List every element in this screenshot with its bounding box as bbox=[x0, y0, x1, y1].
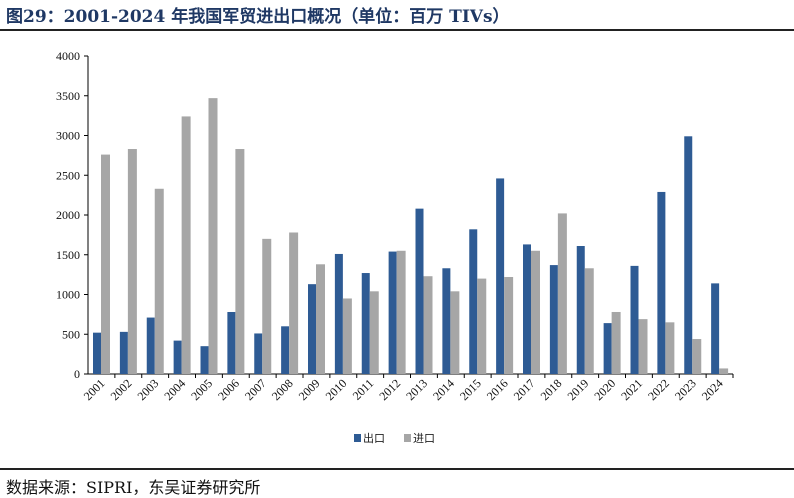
export-bar-2010 bbox=[334, 253, 343, 374]
x-tick-label: 2011 bbox=[350, 376, 377, 403]
import-bar-2020 bbox=[611, 311, 621, 374]
y-tick-label: 2000 bbox=[56, 208, 80, 222]
import-bar-2013 bbox=[423, 276, 433, 374]
import-bar-2019 bbox=[584, 268, 594, 374]
import-bar-2008 bbox=[289, 232, 299, 374]
source-divider bbox=[0, 468, 794, 470]
export-bar-2013 bbox=[415, 208, 424, 374]
y-tick-label: 4000 bbox=[56, 49, 80, 63]
import-bar-2018 bbox=[557, 213, 567, 374]
import-bar-2004 bbox=[181, 116, 191, 375]
import-bar-2021 bbox=[638, 319, 648, 374]
x-tick-label: 2003 bbox=[134, 376, 161, 403]
legend-swatch-import bbox=[404, 434, 411, 442]
x-tick-label: 2024 bbox=[699, 376, 726, 403]
export-bar-2012 bbox=[388, 251, 397, 374]
export-bar-2019 bbox=[576, 246, 585, 374]
y-tick-label: 500 bbox=[62, 327, 80, 341]
export-bar-2006 bbox=[227, 311, 236, 374]
export-bar-2004 bbox=[173, 340, 182, 374]
x-tick-label: 2012 bbox=[376, 376, 403, 403]
source-note: 数据来源：SIPRI，东吴证券研究所 bbox=[6, 478, 261, 497]
import-bar-2005 bbox=[208, 98, 218, 374]
import-bar-2015 bbox=[477, 278, 487, 374]
export-bar-2015 bbox=[469, 229, 478, 374]
export-bar-2020 bbox=[603, 323, 612, 374]
legend-label-import: 进口 bbox=[413, 432, 435, 445]
x-tick-label: 2004 bbox=[161, 376, 188, 403]
x-tick-label: 2022 bbox=[645, 376, 672, 403]
export-bar-2005 bbox=[200, 346, 209, 374]
x-tick-label: 2014 bbox=[430, 376, 457, 403]
import-bar-2017 bbox=[531, 250, 540, 374]
x-tick-label: 2008 bbox=[269, 376, 296, 403]
x-tick-label: 2021 bbox=[618, 376, 645, 403]
y-tick-label: 1500 bbox=[56, 248, 80, 262]
x-tick-label: 2006 bbox=[215, 376, 242, 403]
x-tick-label: 2001 bbox=[81, 376, 108, 403]
y-tick-label: 3000 bbox=[56, 129, 80, 143]
y-tick-label: 0 bbox=[74, 367, 80, 381]
legend-swatch-export bbox=[354, 434, 361, 442]
import-bar-2001 bbox=[101, 154, 110, 374]
title-divider bbox=[0, 29, 794, 31]
legend-label-export: 出口 bbox=[363, 431, 385, 445]
x-tick-label: 2023 bbox=[672, 376, 699, 403]
import-bar-2014 bbox=[450, 291, 460, 374]
export-bar-2021 bbox=[630, 265, 639, 374]
bars bbox=[93, 98, 729, 375]
x-tick-label: 2018 bbox=[538, 376, 565, 403]
export-bar-2001 bbox=[93, 332, 101, 374]
y-tick-label: 1000 bbox=[56, 288, 80, 302]
y-tick-label: 2500 bbox=[56, 168, 80, 182]
import-bar-2006 bbox=[235, 149, 245, 374]
import-bar-2016 bbox=[504, 277, 514, 374]
export-bar-2002 bbox=[119, 331, 128, 374]
import-bar-2003 bbox=[154, 188, 164, 374]
chart-title: 图29：2001-2024 年我国军贸进出口概况（单位：百万 TIVs） bbox=[6, 7, 510, 27]
import-bar-2009 bbox=[316, 264, 325, 374]
x-tick-label: 2013 bbox=[403, 376, 430, 403]
x-tick-label: 2005 bbox=[188, 376, 215, 403]
x-tick-label: 2010 bbox=[323, 376, 350, 403]
import-bar-2012 bbox=[396, 250, 406, 374]
x-tick-label: 2015 bbox=[457, 376, 484, 403]
export-bar-2014 bbox=[442, 268, 451, 374]
import-bar-2011 bbox=[369, 291, 379, 374]
export-bar-2024 bbox=[711, 283, 720, 374]
y-tick-label: 3500 bbox=[56, 89, 80, 103]
x-tick-label: 2020 bbox=[591, 376, 618, 403]
export-bar-2016 bbox=[496, 178, 505, 374]
export-bar-2018 bbox=[549, 265, 558, 374]
export-bar-2003 bbox=[146, 317, 155, 374]
import-bar-2007 bbox=[262, 238, 272, 374]
export-bar-2022 bbox=[657, 191, 666, 374]
export-bar-2023 bbox=[684, 136, 693, 374]
import-bar-2010 bbox=[342, 298, 352, 374]
import-bar-2022 bbox=[665, 322, 675, 374]
x-tick-label: 2019 bbox=[564, 376, 591, 403]
x-tick-label: 2002 bbox=[108, 376, 135, 403]
x-tick-label: 2017 bbox=[511, 376, 538, 403]
x-tick-label: 2007 bbox=[242, 376, 269, 403]
export-bar-2008 bbox=[281, 326, 290, 374]
export-bar-2009 bbox=[308, 284, 316, 374]
x-tick-label: 2009 bbox=[296, 376, 323, 403]
export-bar-2007 bbox=[254, 333, 263, 374]
import-bar-2024 bbox=[719, 368, 729, 374]
x-tick-label: 2016 bbox=[484, 376, 511, 403]
export-bar-2017 bbox=[523, 244, 531, 374]
import-bar-2023 bbox=[692, 339, 702, 374]
legend: 出口 进口 bbox=[354, 431, 435, 445]
export-bar-2011 bbox=[361, 273, 370, 374]
import-bar-2002 bbox=[127, 149, 137, 374]
